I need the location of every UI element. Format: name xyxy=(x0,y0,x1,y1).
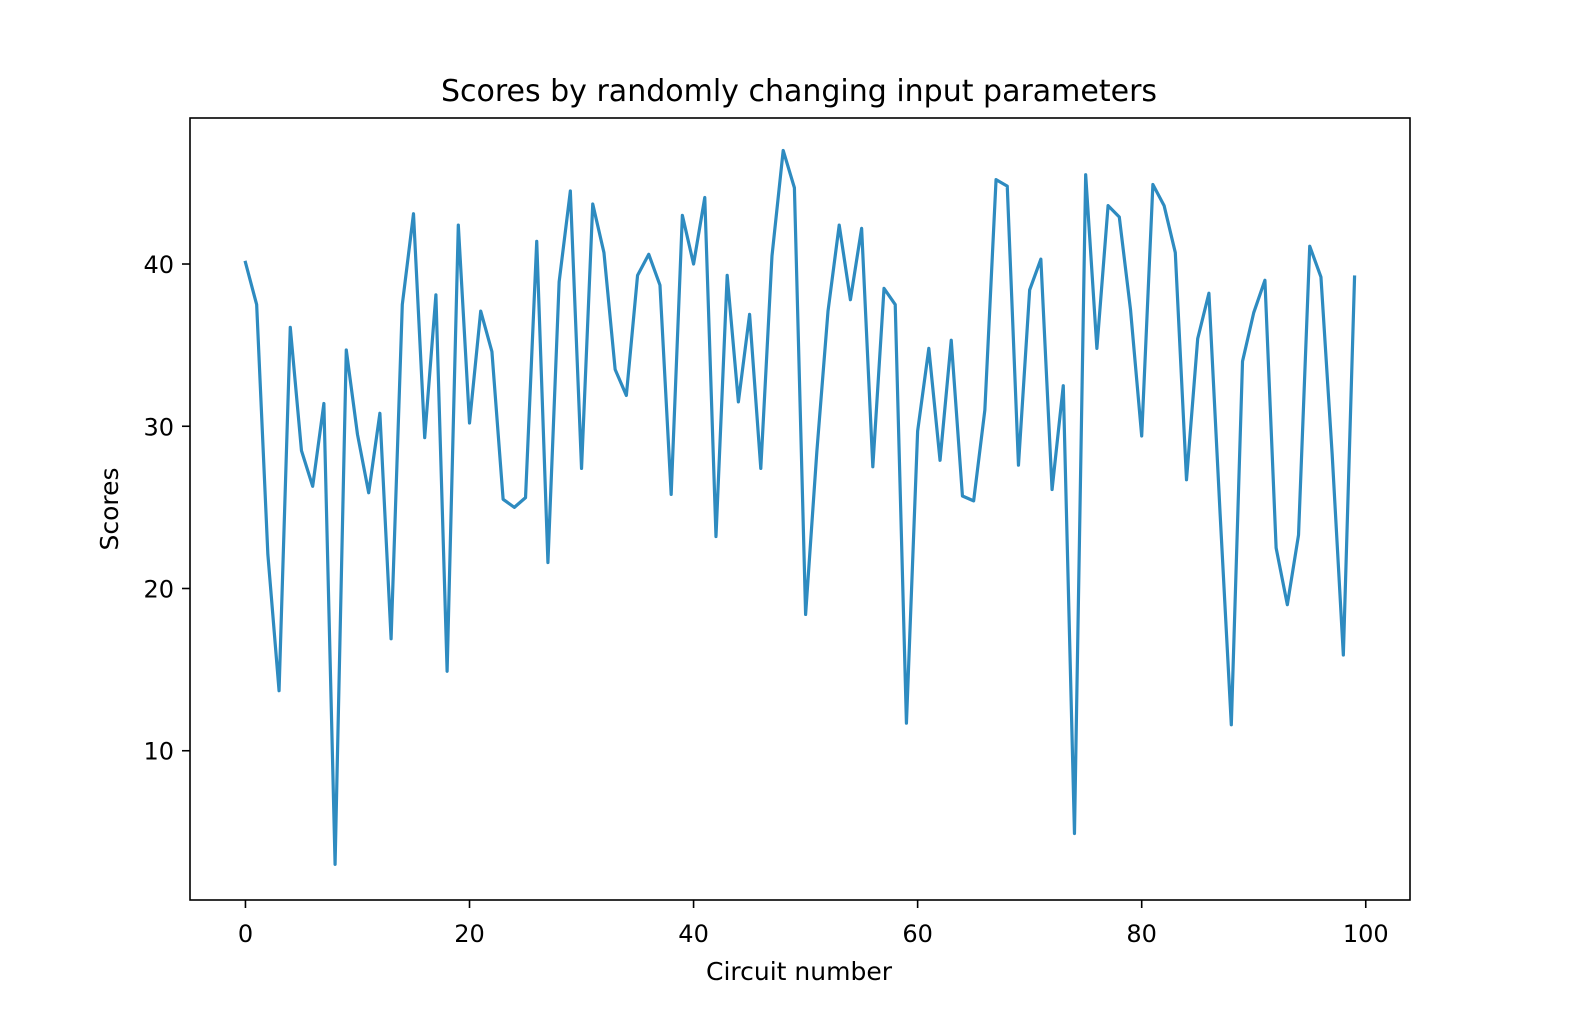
x-tick-label: 0 xyxy=(238,920,253,948)
x-tick-label: 40 xyxy=(678,920,709,948)
x-tick-label: 60 xyxy=(902,920,933,948)
x-tick-label: 20 xyxy=(454,920,485,948)
y-axis-label: Scores xyxy=(95,467,124,550)
x-axis: 0 20 40 60 80 100 xyxy=(238,900,1389,948)
y-tick-label: 40 xyxy=(143,251,174,279)
chart-title: Scores by randomly changing input parame… xyxy=(441,74,1157,109)
x-axis-label: Circuit number xyxy=(706,957,893,986)
plot-area-frame xyxy=(189,117,1411,901)
x-tick-label: 100 xyxy=(1343,920,1389,948)
y-tick-label: 10 xyxy=(143,738,174,766)
y-tick-label: 30 xyxy=(143,413,174,441)
y-axis: 10 20 30 40 xyxy=(143,251,190,766)
y-tick-label: 20 xyxy=(143,575,174,603)
series-line xyxy=(243,148,1357,866)
x-tick-label: 80 xyxy=(1126,920,1157,948)
